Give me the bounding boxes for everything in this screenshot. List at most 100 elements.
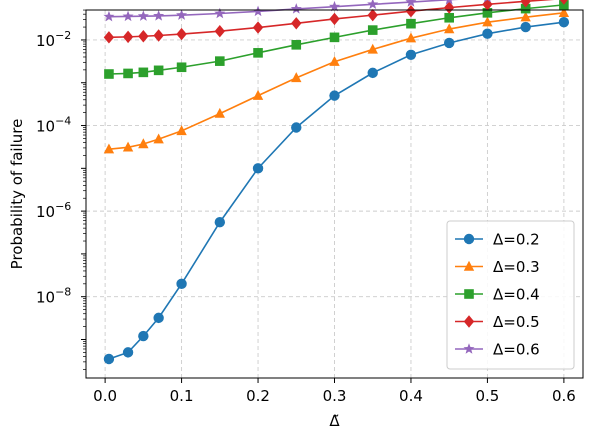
data-point bbox=[153, 312, 164, 324]
data-point bbox=[138, 330, 149, 342]
data-point bbox=[405, 4, 417, 18]
series-2 bbox=[103, 7, 570, 154]
data-point bbox=[137, 10, 149, 21]
data-point bbox=[103, 10, 115, 22]
data-point bbox=[559, 0, 568, 5]
data-point bbox=[443, 37, 455, 49]
data-point bbox=[367, 25, 378, 35]
legend-item: Δ=0.5 bbox=[455, 313, 540, 331]
x-tick-label: 0.6 bbox=[552, 387, 576, 405]
legend-marker bbox=[463, 315, 475, 328]
data-point bbox=[214, 25, 226, 38]
data-point bbox=[153, 10, 165, 21]
y-axis-label: Probability of failure bbox=[8, 119, 26, 270]
data-point bbox=[329, 12, 340, 26]
legend-item: Δ=0.6 bbox=[455, 341, 540, 359]
data-point bbox=[558, 7, 570, 18]
data-point bbox=[482, 16, 493, 27]
legend-label: Δ=0.2 bbox=[493, 231, 540, 249]
legend-marker bbox=[463, 343, 475, 354]
data-point bbox=[520, 0, 531, 8]
data-point bbox=[122, 347, 134, 358]
x-tick-label: 0.1 bbox=[170, 387, 194, 405]
data-point bbox=[138, 138, 149, 149]
data-point bbox=[252, 163, 264, 174]
data-point bbox=[558, 16, 570, 28]
data-point bbox=[328, 0, 341, 12]
data-point bbox=[443, 1, 455, 14]
data-point bbox=[367, 0, 379, 10]
data-point bbox=[291, 72, 302, 83]
legend-marker bbox=[463, 233, 475, 245]
data-point bbox=[122, 141, 134, 152]
data-point bbox=[176, 278, 187, 290]
data-point bbox=[405, 32, 417, 43]
series-layer bbox=[103, 0, 570, 365]
legend-box bbox=[446, 220, 575, 370]
data-point bbox=[520, 21, 531, 33]
legend: Δ=0.2 Δ=0.3 Δ=0.4 Δ=0.5 Δ=0.6 bbox=[446, 220, 575, 370]
data-point bbox=[329, 56, 340, 66]
data-point bbox=[329, 90, 340, 101]
x-tick-label: 0.0 bbox=[93, 387, 117, 405]
series-1 bbox=[103, 16, 570, 365]
legend-item: Δ=0.4 bbox=[455, 286, 540, 304]
data-point bbox=[176, 125, 187, 136]
data-point bbox=[252, 89, 264, 100]
data-point bbox=[445, 0, 453, 5]
data-point bbox=[253, 48, 263, 58]
data-point bbox=[405, 49, 417, 60]
x-tick-label: 0.2 bbox=[246, 387, 270, 405]
legend-item: Δ=0.3 bbox=[455, 258, 540, 276]
data-point bbox=[559, 0, 569, 10]
data-point bbox=[214, 107, 226, 118]
legend-item: Δ=0.2 bbox=[455, 231, 540, 249]
legend-marker bbox=[464, 289, 474, 299]
data-point bbox=[367, 67, 378, 79]
data-point bbox=[482, 8, 493, 18]
legend-label: Δ=0.4 bbox=[493, 286, 540, 304]
data-point bbox=[329, 32, 340, 43]
y-tick-label: 10−2 bbox=[36, 29, 71, 50]
legend-label: Δ=0.6 bbox=[493, 341, 540, 359]
y-tick-label: 10−6 bbox=[36, 200, 71, 221]
data-point bbox=[252, 21, 264, 34]
data-point bbox=[122, 30, 134, 44]
data-point bbox=[291, 40, 302, 50]
x-tick-label: 0.4 bbox=[399, 387, 423, 405]
data-point bbox=[482, 28, 493, 39]
data-point bbox=[443, 23, 455, 34]
data-point bbox=[214, 217, 226, 228]
data-point bbox=[103, 143, 115, 154]
legend-label: Δ=0.3 bbox=[493, 258, 540, 276]
series-5 bbox=[103, 0, 530, 22]
legend-label: Δ=0.5 bbox=[493, 313, 540, 331]
ticks: 0.0 0.1 0.2 0.3 0.4 0.5 0.6 10−8 10−6 10−4 10−2 bbox=[36, 9, 576, 405]
data-point bbox=[252, 5, 264, 17]
legend-marker bbox=[463, 260, 475, 271]
data-point bbox=[123, 68, 133, 79]
data-point bbox=[122, 10, 134, 22]
data-point bbox=[291, 17, 302, 30]
data-point bbox=[520, 11, 531, 22]
data-point bbox=[153, 133, 164, 144]
data-point bbox=[138, 30, 149, 43]
data-point bbox=[153, 29, 164, 42]
data-point bbox=[406, 18, 416, 29]
data-point bbox=[176, 9, 188, 20]
data-point bbox=[176, 27, 187, 41]
x-tick-label: 0.3 bbox=[323, 387, 347, 405]
data-point bbox=[103, 353, 115, 365]
data-point bbox=[153, 65, 164, 76]
data-point bbox=[291, 122, 302, 133]
data-point bbox=[367, 43, 378, 54]
y-tick-label: 10−4 bbox=[36, 115, 71, 136]
data-point bbox=[103, 31, 115, 44]
x-axis-label: Δ̃ bbox=[329, 412, 340, 430]
data-point bbox=[138, 67, 149, 78]
data-point bbox=[290, 3, 302, 14]
data-point bbox=[482, 0, 493, 11]
data-point bbox=[520, 3, 531, 14]
data-point bbox=[405, 0, 417, 7]
